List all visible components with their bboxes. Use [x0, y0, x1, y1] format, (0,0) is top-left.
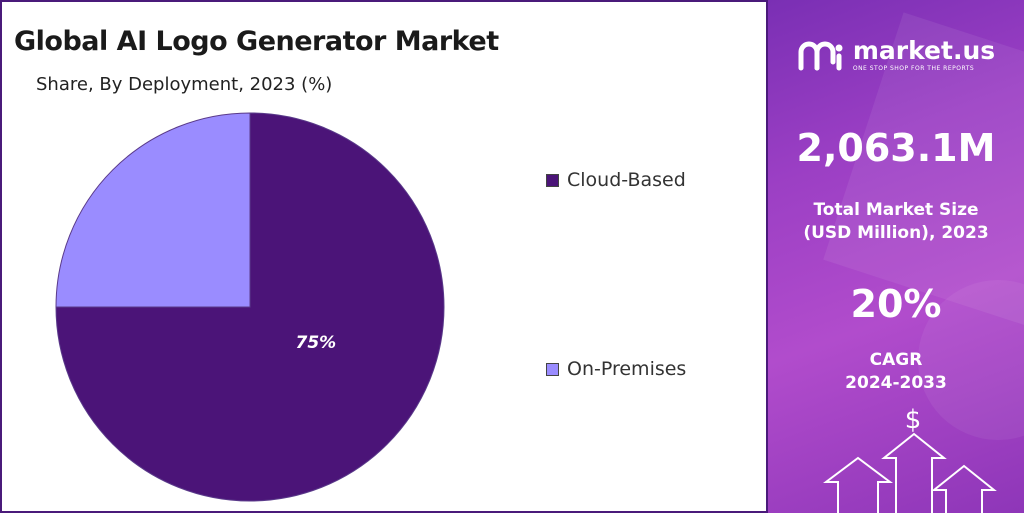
legend-label-cloud-based: Cloud-Based: [567, 169, 686, 191]
legend-item-cloud-based: Cloud-Based: [546, 169, 686, 191]
dollar-icon: $: [904, 405, 922, 435]
market-size-label-line2: (USD Million), 2023: [803, 223, 989, 243]
data-label-cloud-based: 75%: [295, 333, 336, 353]
legend-swatch-on-premises: [546, 362, 559, 376]
legend-swatch-cloud-based: [546, 173, 559, 187]
market-size-value: 2,063.1M: [796, 126, 996, 170]
cagr-value: 20%: [850, 282, 942, 326]
chart-title: Global AI Logo Generator Market: [14, 26, 499, 57]
brand-logo: market.us ONE STOP SHOP FOR THE REPORTS: [768, 38, 1024, 72]
brand-tagline: ONE STOP SHOP FOR THE REPORTS: [852, 65, 975, 72]
legend-label-on-premises: On-Premises: [567, 358, 687, 380]
pie-chart: 75%: [55, 112, 445, 502]
chart-subtitle: Share, By Deployment, 2023 (%): [36, 74, 333, 95]
chart-panel: Global AI Logo Generator Market Share, B…: [0, 0, 768, 513]
stats-panel: market.us ONE STOP SHOP FOR THE REPORTS …: [768, 0, 1024, 513]
legend-item-on-premises: On-Premises: [546, 358, 686, 380]
pie-slice-cloud-based: [55, 112, 445, 502]
cagr-label: CAGR: [869, 350, 923, 370]
brand-name: market.us: [852, 36, 996, 65]
cagr-period: 2024-2033: [845, 373, 947, 393]
market-size-label-line1: Total Market Size: [813, 200, 979, 220]
growth-arrows-icon: [823, 432, 997, 513]
market-us-logo-icon: [798, 41, 843, 71]
pie-slice-on-premises: [55, 112, 251, 308]
